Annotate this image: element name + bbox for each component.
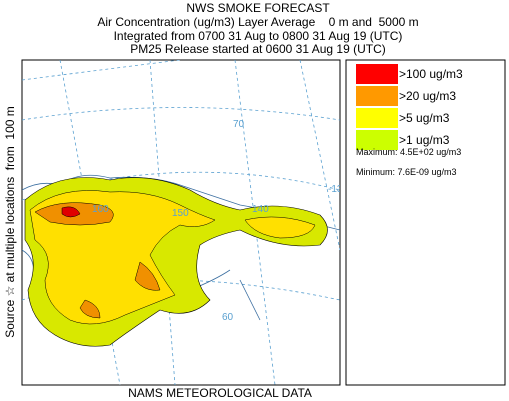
legend-swatch [356, 64, 398, 84]
subtitle: Air Concentration (ug/m3) Layer Average … [97, 15, 418, 29]
subtitle: Integrated from 0700 31 Aug to 0800 31 A… [114, 29, 403, 43]
legend: >100 ug/m3 >20 ug/m3 >5 ug/m3 >1 ug/m3 [356, 64, 463, 150]
maximum: Maximum: 4.5E+02 ug/m3 [356, 147, 461, 157]
legend-swatch [356, 130, 398, 150]
footer: NAMS METEOROLOGICAL DATA [128, 386, 312, 400]
legend-label: >20 ug/m3 [399, 89, 456, 103]
grid-label: 160 [92, 204, 109, 215]
source-label: Source ☆ at multiple locations from 100 … [3, 106, 17, 338]
grid-label: 140 [252, 204, 269, 215]
subtitle: PM25 Release started at 0600 31 Aug 19 (… [130, 42, 385, 56]
legend-label: >5 ug/m3 [399, 111, 450, 125]
grid-label: -130 [328, 184, 348, 195]
plume-20 [34, 202, 161, 319]
legend-swatch [356, 86, 398, 106]
minimum: Minimum: 7.6E-09 ug/m3 [356, 167, 457, 177]
title: NWS SMOKE FORECAST [186, 1, 330, 15]
grid-label: 150 [172, 208, 189, 219]
grid-label: 70 [233, 119, 245, 130]
grid-label: 60 [222, 312, 234, 323]
plume-5 [29, 190, 316, 325]
plume-100 [61, 206, 81, 218]
legend-swatch [356, 108, 398, 128]
legend-label: >1 ug/m3 [399, 133, 450, 147]
legend-label: >100 ug/m3 [399, 67, 463, 81]
map: 70 -130 140 150 160 60 [21, 59, 348, 386]
